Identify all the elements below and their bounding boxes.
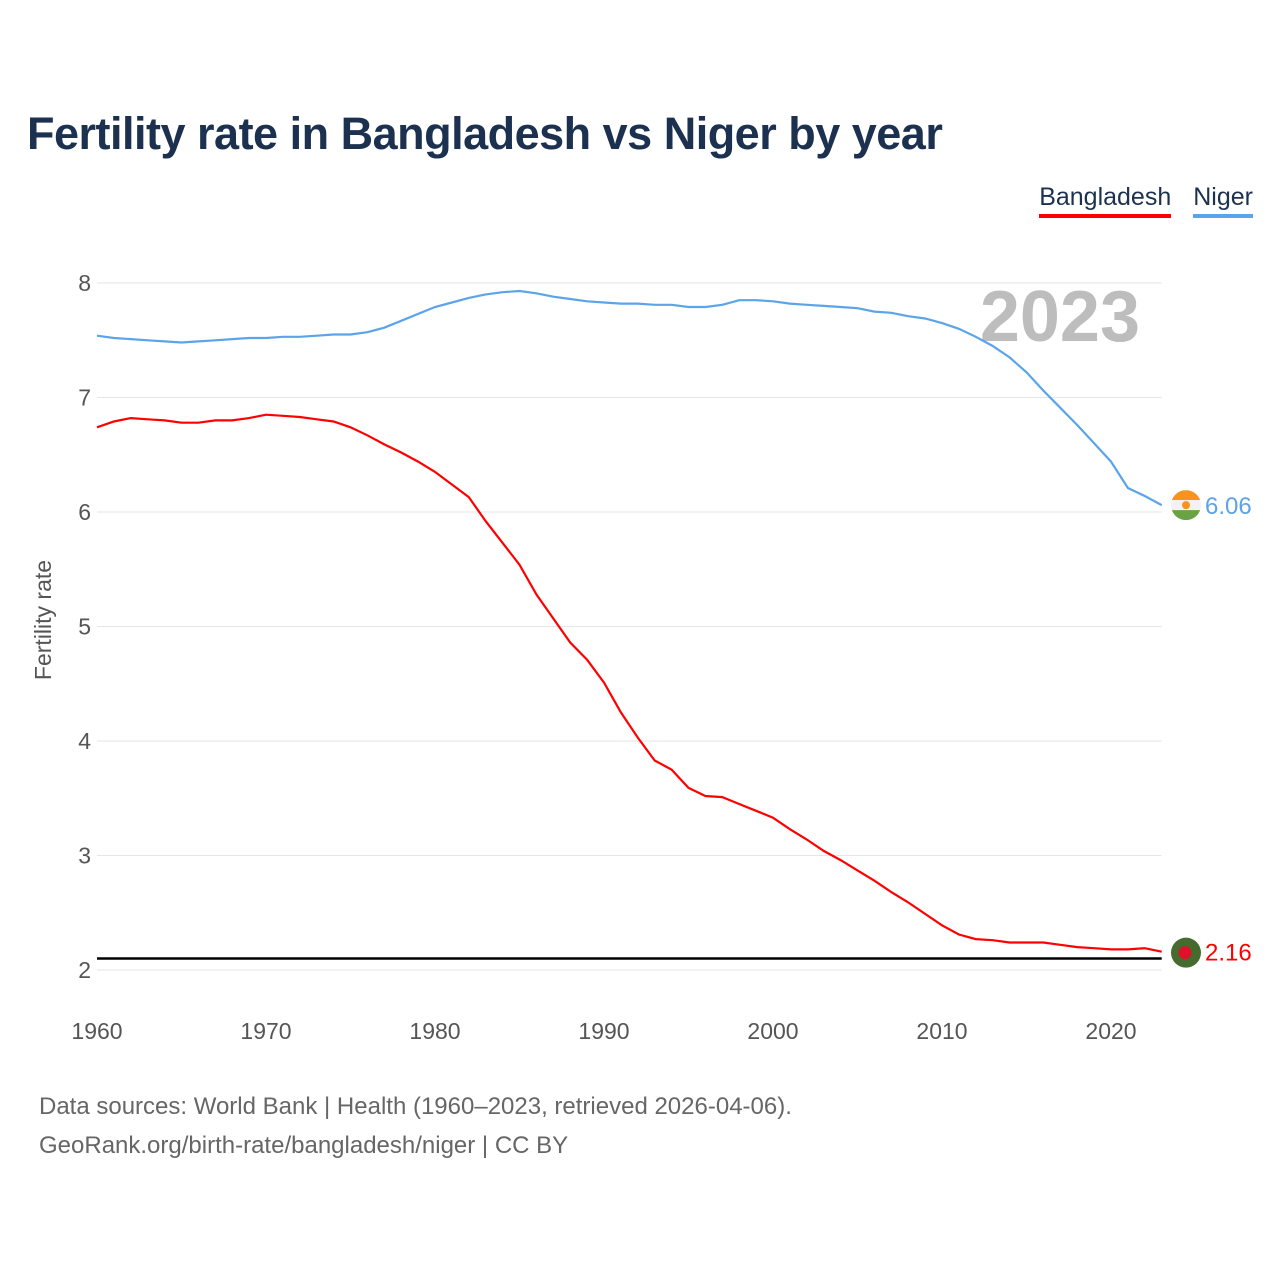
source-line-1: Data sources: World Bank | Health (1960–… (39, 1093, 792, 1120)
x-tick-label: 1970 (240, 1018, 291, 1044)
source-note: Data sources: World Bank | Health (1960–… (39, 1087, 792, 1165)
legend-bangladesh[interactable]: Bangladesh (1039, 183, 1172, 218)
niger-flag-icon (1171, 490, 1201, 521)
source-line-2[interactable]: GeoRank.org/birth-rate/bangladesh/niger … (39, 1132, 569, 1159)
y-tick-label: 3 (78, 843, 91, 869)
x-tick-label: 1990 (578, 1018, 629, 1044)
y-tick-label: 5 (78, 614, 91, 640)
bangladesh-flag-icon (1171, 937, 1201, 968)
year-watermark: 2023 (980, 277, 1140, 357)
legend-niger[interactable]: Niger (1193, 183, 1253, 218)
x-tick-label: 2020 (1085, 1018, 1136, 1044)
x-tick-label: 1960 (71, 1018, 122, 1044)
y-tick-label: 4 (78, 728, 91, 754)
chart-title: Fertility rate in Bangladesh vs Niger by… (27, 108, 943, 159)
end-value-label: 6.06 (1205, 493, 1252, 520)
x-tick-label: 1980 (409, 1018, 460, 1044)
series-line-bangladesh[interactable] (96, 413, 1162, 953)
y-tick-label: 2 (78, 957, 91, 983)
y-tick-label: 8 (78, 270, 91, 296)
y-tick-label: 6 (78, 499, 91, 525)
series-line-niger[interactable] (96, 289, 1163, 507)
end-value-label: 2.16 (1205, 940, 1252, 967)
y-axis-label: Fertility rate (30, 560, 56, 680)
x-tick-label: 2000 (747, 1018, 798, 1044)
legend: Bangladesh Niger (1039, 183, 1253, 218)
x-tick-label: 2010 (916, 1018, 967, 1044)
y-tick-label: 7 (78, 385, 91, 411)
